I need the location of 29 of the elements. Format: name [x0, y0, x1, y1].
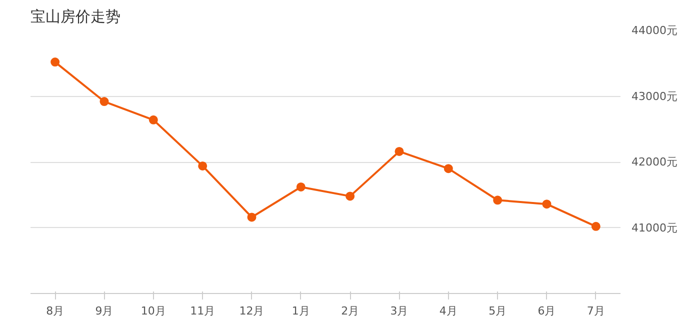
x-tick-label: 10月 [140, 304, 166, 318]
y-tick-label: 44000元 [632, 24, 678, 37]
x-tick-label: 4月 [439, 304, 458, 318]
x-tick-label: 5月 [488, 304, 507, 318]
point [444, 164, 453, 174]
x-tick-label: 1月 [292, 304, 310, 318]
x-tick-label: 12月 [239, 304, 264, 318]
y-tick-label: 42000元 [632, 156, 678, 168]
point [542, 200, 552, 209]
x-tick-label: 9月 [95, 304, 114, 318]
chart-title: 宝山房价走势 [30, 8, 120, 26]
point [148, 115, 158, 124]
y-tick-label: 43000元 [632, 90, 678, 103]
point [296, 182, 306, 192]
point [346, 192, 355, 201]
point [50, 58, 60, 67]
point [394, 146, 404, 156]
point [493, 196, 502, 205]
x-tick-label: 6月 [538, 304, 556, 318]
x-tick-label: 3月 [390, 304, 408, 318]
x-tick-label: 2月 [341, 304, 360, 318]
point [591, 222, 600, 231]
y-tick-label: 41000元 [632, 221, 678, 234]
point [247, 212, 256, 222]
x-tick-label: 11月 [190, 304, 216, 318]
x-tick-label: 8月 [46, 304, 64, 318]
point [100, 97, 109, 106]
point [198, 161, 208, 170]
x-tick-label: 7月 [586, 304, 605, 318]
